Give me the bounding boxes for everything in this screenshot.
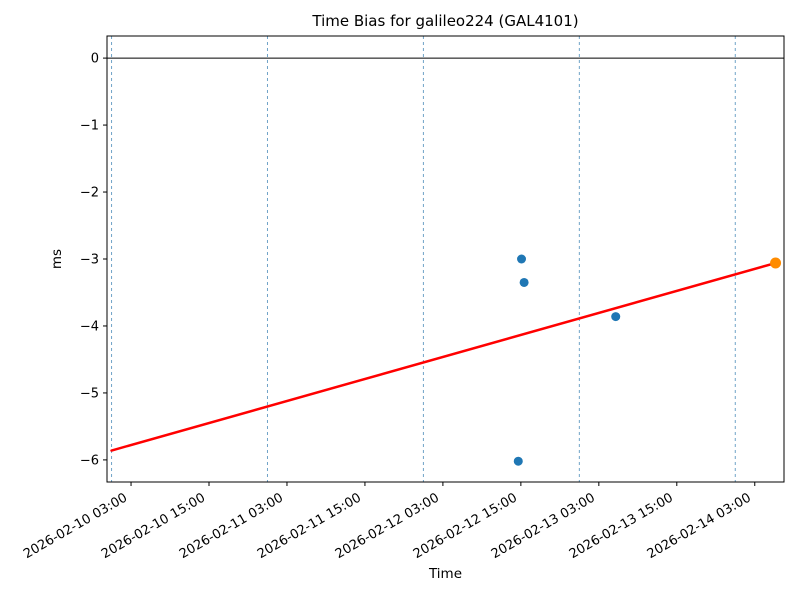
y-tick-label: 0 [91,52,99,67]
observed-point [519,277,529,287]
y-tick-label: −2 [80,186,99,201]
observed-point [611,312,621,322]
observed-point [513,456,523,466]
y-tick-label: −6 [80,453,99,468]
chart-title: Time Bias for galileo224 (GAL4101) [312,12,579,30]
y-tick-label: −3 [80,253,99,268]
trend-line [110,261,777,452]
observed-point [517,254,527,264]
x-axis-label: Time [428,566,463,582]
plot-border [106,35,785,483]
y-tick-label: −1 [80,119,99,134]
latest-point [770,257,782,269]
y-tick-label: −4 [80,319,99,334]
y-tick-label: −5 [80,386,99,401]
